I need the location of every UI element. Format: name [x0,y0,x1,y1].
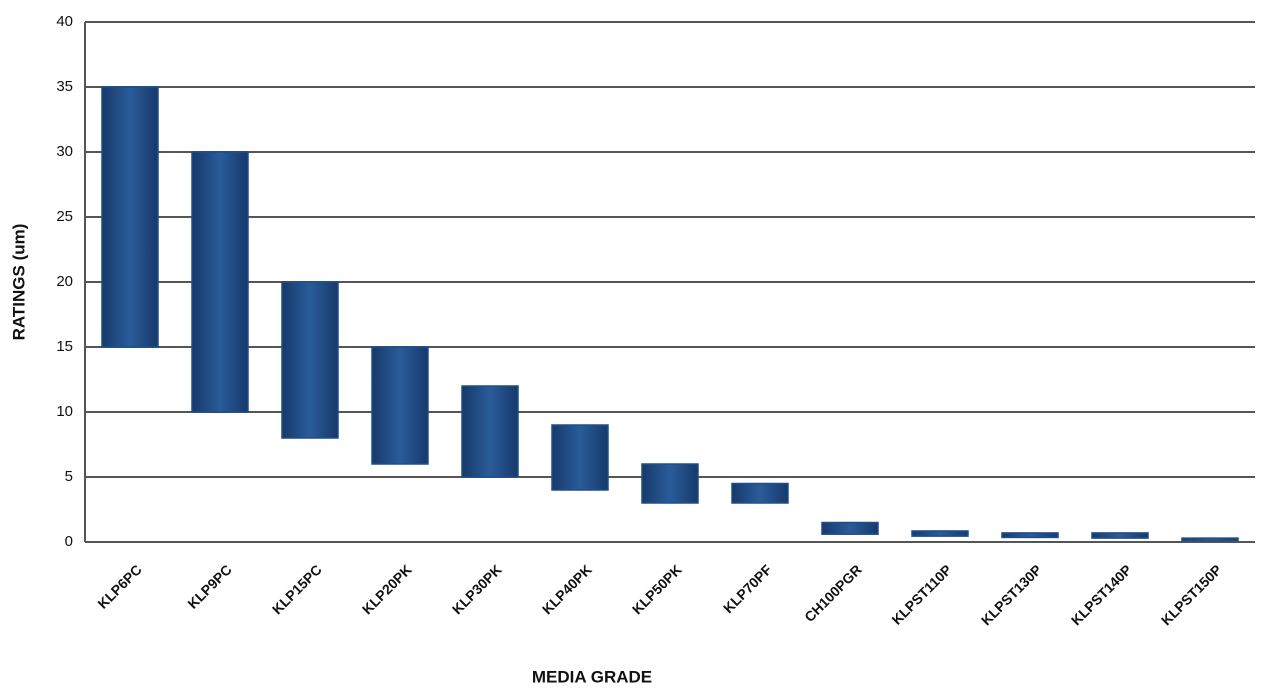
x-axis-label: MEDIA GRADE [532,667,652,686]
y-tick-label: 5 [65,468,73,485]
bar [731,482,789,504]
x-tick-label: KLP30PK [449,561,505,617]
bar [641,463,699,504]
x-tick-label: KLPST150P [1158,561,1225,628]
x-tick-label: KLP40PK [539,561,595,617]
x-tick-label: KLPST140P [1068,561,1135,628]
y-tick-label: 30 [56,143,73,160]
x-tick-label: KLPST130P [978,561,1045,628]
bar [1001,532,1059,539]
y-axis-label: RATINGS (um) [9,224,28,341]
bar [191,151,249,413]
bar [551,424,609,491]
bar [1091,532,1149,539]
x-tick-label: KLP9PC [184,561,234,611]
y-tick-label: 10 [56,403,73,420]
bar [371,346,429,465]
bar [101,86,159,348]
bar [911,530,969,537]
x-tick-label: KLP20PK [359,561,415,617]
bar [461,385,519,478]
y-tick-label: 25 [56,208,73,225]
x-tick-label: KLP50PK [629,561,685,617]
y-tick-label: 20 [56,273,73,290]
y-tick-label: 0 [65,533,73,550]
x-tick-label: KLP70PF [720,561,775,616]
x-tick-label: CH100PGR [801,561,865,625]
bar [821,521,879,535]
y-tick-label: 35 [56,78,73,95]
x-tick-label: KLP6PC [94,561,144,611]
bar [281,281,339,439]
y-tick-label: 15 [56,338,73,355]
x-tick-label: KLPST110P [888,561,954,627]
y-tick-label: 40 [56,13,73,30]
x-tick-label: KLP15PC [269,561,325,617]
bar [1181,537,1239,542]
